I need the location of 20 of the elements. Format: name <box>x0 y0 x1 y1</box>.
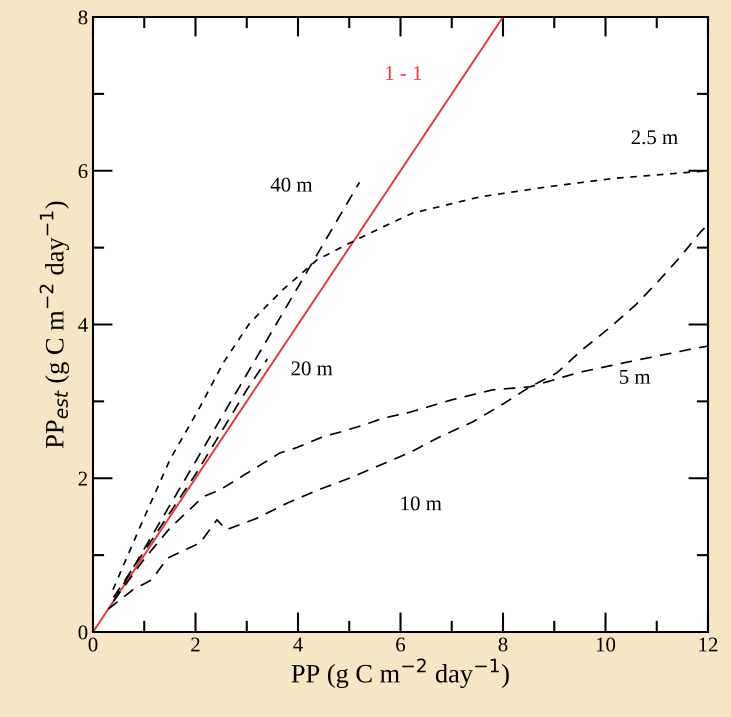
series-label: 40 m <box>270 178 312 192</box>
x-tick-label: 0 <box>88 637 98 652</box>
y-tick-label: 2 <box>78 472 87 486</box>
x-tick-label: 12 <box>699 638 718 652</box>
x-tick-label: 4 <box>293 638 303 652</box>
y-tick-label: 0 <box>78 625 88 640</box>
series-label: 2.5 m <box>632 130 678 144</box>
series-label: 1 - 1 <box>386 66 422 80</box>
series-label: 5 m <box>620 370 650 384</box>
x-tick-label: 10 <box>596 637 616 652</box>
y-tick-label: 6 <box>78 164 88 178</box>
y-tick-label: 4 <box>78 318 88 332</box>
x-tick-label: 2 <box>191 638 200 652</box>
y-axis-title: PP$_{est}$ (g C m$^{−2}$ day$^{−1}$) <box>40 202 70 448</box>
y-tick-label: 8 <box>78 10 88 24</box>
series-label: 20 m <box>291 361 332 376</box>
x-tick-label: 8 <box>498 637 508 652</box>
x-axis-title: PP (g C m$^{−2}$ day$^{−1}$) <box>292 658 509 688</box>
x-tick-label: 6 <box>396 638 406 652</box>
series-label: 10 m <box>401 496 442 510</box>
